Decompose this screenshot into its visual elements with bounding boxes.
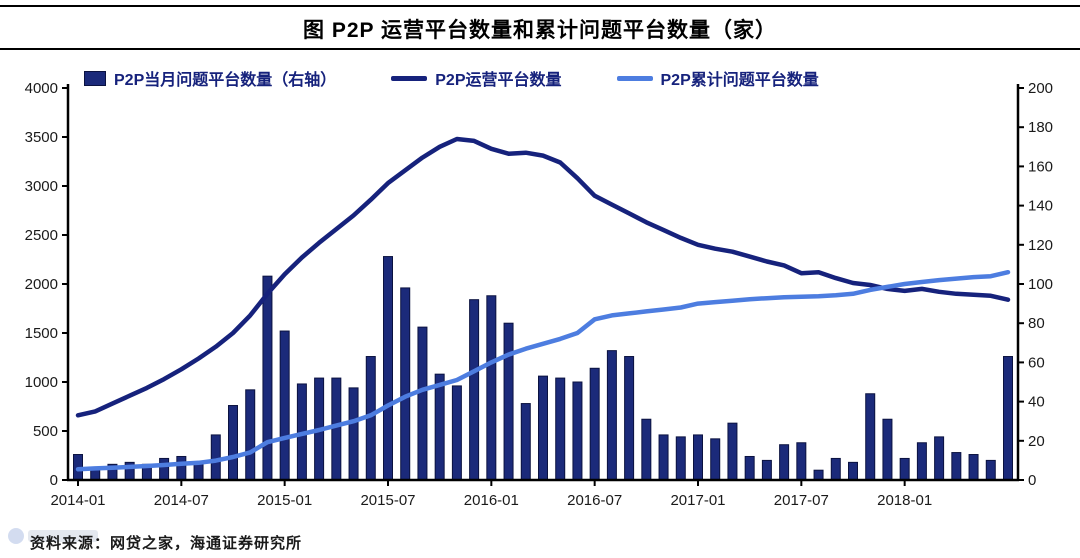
bar-monthly-problem	[658, 434, 669, 481]
chart-legend: P2P当月问题平台数量（右轴） P2P运营平台数量 P2P累计问题平台数量	[84, 66, 819, 90]
legend-item-monthly-problem: P2P当月问题平台数量（右轴）	[84, 66, 336, 90]
left-axis-tick-label: 2500	[25, 227, 58, 244]
bar-monthly-problem	[434, 373, 445, 481]
watermark-text-shape	[28, 530, 98, 542]
bar-monthly-problem	[899, 457, 910, 481]
bar-monthly-problem	[589, 367, 600, 481]
bar-monthly-problem	[761, 459, 772, 481]
bar-series-marker-icon	[84, 70, 106, 86]
x-axis-tick-label: 2015-07	[360, 492, 415, 509]
bar-monthly-problem	[228, 405, 238, 481]
x-axis-tick-label: 2018-01	[877, 492, 932, 509]
chart-title: 图 P2P 运营平台数量和累计问题平台数量（家）	[303, 19, 777, 42]
right-axis-tick-label: 100	[1028, 276, 1053, 293]
x-axis-tick-label: 2014-07	[154, 492, 209, 509]
bar-monthly-problem	[830, 457, 841, 481]
legend-item-operating: P2P运营平台数量	[391, 66, 562, 90]
legend-item-cumulative-problem: P2P累计问题平台数量	[616, 66, 819, 90]
title-divider	[0, 48, 1080, 50]
bar-monthly-problem	[934, 436, 945, 481]
bar-monthly-problem	[727, 422, 738, 481]
bar-monthly-problem	[624, 356, 635, 481]
bar-monthly-problem	[555, 377, 566, 481]
x-axis-tick-label: 2016-07	[567, 492, 622, 509]
legend-label-monthly-problem: P2P当月问题平台数量（右轴）	[114, 72, 337, 89]
legend-label-operating: P2P运营平台数量	[435, 72, 562, 89]
left-axis-tick-label: 0	[50, 472, 58, 489]
left-axis-tick-label: 1500	[25, 325, 58, 342]
bar-monthly-problem	[744, 455, 755, 481]
bar-monthly-problem	[675, 436, 686, 481]
operating-line-marker-icon	[391, 75, 428, 81]
right-axis-tick-label: 20	[1028, 433, 1045, 450]
bar-monthly-problem	[951, 452, 962, 481]
x-axis-tick-label: 2017-01	[670, 492, 725, 509]
right-axis-tick-label: 80	[1028, 315, 1045, 332]
watermark	[8, 528, 98, 544]
right-axis-tick-label: 0	[1028, 472, 1036, 489]
bar-monthly-problem	[503, 322, 514, 481]
bar-monthly-problem	[159, 457, 170, 481]
bar-monthly-problem	[641, 418, 652, 481]
bar-monthly-problem	[279, 330, 290, 481]
bar-monthly-problem	[865, 393, 876, 481]
left-axis-tick-label: 500	[33, 423, 58, 440]
left-axis-tick-label: 3500	[25, 129, 58, 146]
bar-monthly-problem	[572, 381, 583, 481]
right-axis-tick-label: 160	[1028, 158, 1053, 175]
x-axis-tick-label: 2017-07	[774, 492, 829, 509]
right-axis-tick-label: 200	[1028, 80, 1053, 97]
bar-monthly-problem	[916, 442, 927, 481]
bar-monthly-problem	[176, 455, 187, 481]
bar-monthly-problem	[779, 444, 790, 481]
cumulative-problem-line	[75, 269, 1011, 472]
x-axis-tick-label: 2015-01	[257, 492, 312, 509]
bar-monthly-problem	[469, 299, 480, 481]
bar-monthly-problem	[210, 434, 221, 481]
left-axis-tick-label: 3000	[25, 178, 58, 195]
right-axis-tick-label: 180	[1028, 119, 1053, 136]
source-note: 资料来源：网贷之家，海通证券研究所	[30, 536, 303, 552]
right-axis-tick-label: 120	[1028, 237, 1053, 254]
bar-monthly-problem	[245, 389, 256, 481]
bar-monthly-problem	[796, 442, 807, 481]
bar-monthly-problem	[400, 287, 411, 481]
bar-monthly-problem	[383, 256, 393, 481]
right-axis-tick-label: 140	[1028, 198, 1053, 215]
watermark-logo-icon	[8, 528, 24, 544]
x-axis-tick-label: 2014-01	[50, 492, 105, 509]
left-axis-tick-label: 2000	[25, 276, 58, 293]
bar-monthly-problem	[882, 418, 893, 481]
bar-monthly-problem	[985, 459, 996, 481]
bar-monthly-problem	[451, 385, 462, 481]
bar-monthly-problem	[262, 275, 273, 481]
bar-monthly-problem	[538, 375, 548, 481]
bar-monthly-problem	[417, 326, 428, 481]
bar-monthly-problem	[968, 454, 979, 481]
legend-label-cumulative-problem: P2P累计问题平台数量	[660, 72, 819, 89]
x-axis-tick-label: 2016-01	[464, 492, 519, 509]
bar-monthly-problem	[331, 377, 342, 481]
left-axis-tick-label: 1000	[25, 374, 58, 391]
bar-monthly-problem	[710, 438, 721, 481]
bar-monthly-problem	[1003, 356, 1013, 481]
bar-monthly-problem	[348, 387, 359, 481]
bar-monthly-problem	[486, 295, 497, 481]
bar-monthly-problem	[520, 403, 531, 481]
top-divider	[0, 5, 1080, 7]
right-axis-tick-label: 40	[1028, 394, 1045, 411]
bar-monthly-problem	[693, 434, 703, 481]
cumulative-line-marker-icon	[616, 75, 653, 81]
bar-monthly-problem	[848, 461, 858, 481]
operating-platforms-line	[75, 136, 1011, 418]
right-axis-tick-label: 60	[1028, 354, 1045, 371]
bar-monthly-problem	[813, 469, 824, 481]
bar-monthly-problem	[606, 350, 617, 481]
left-axis-tick-label: 4000	[25, 80, 58, 97]
